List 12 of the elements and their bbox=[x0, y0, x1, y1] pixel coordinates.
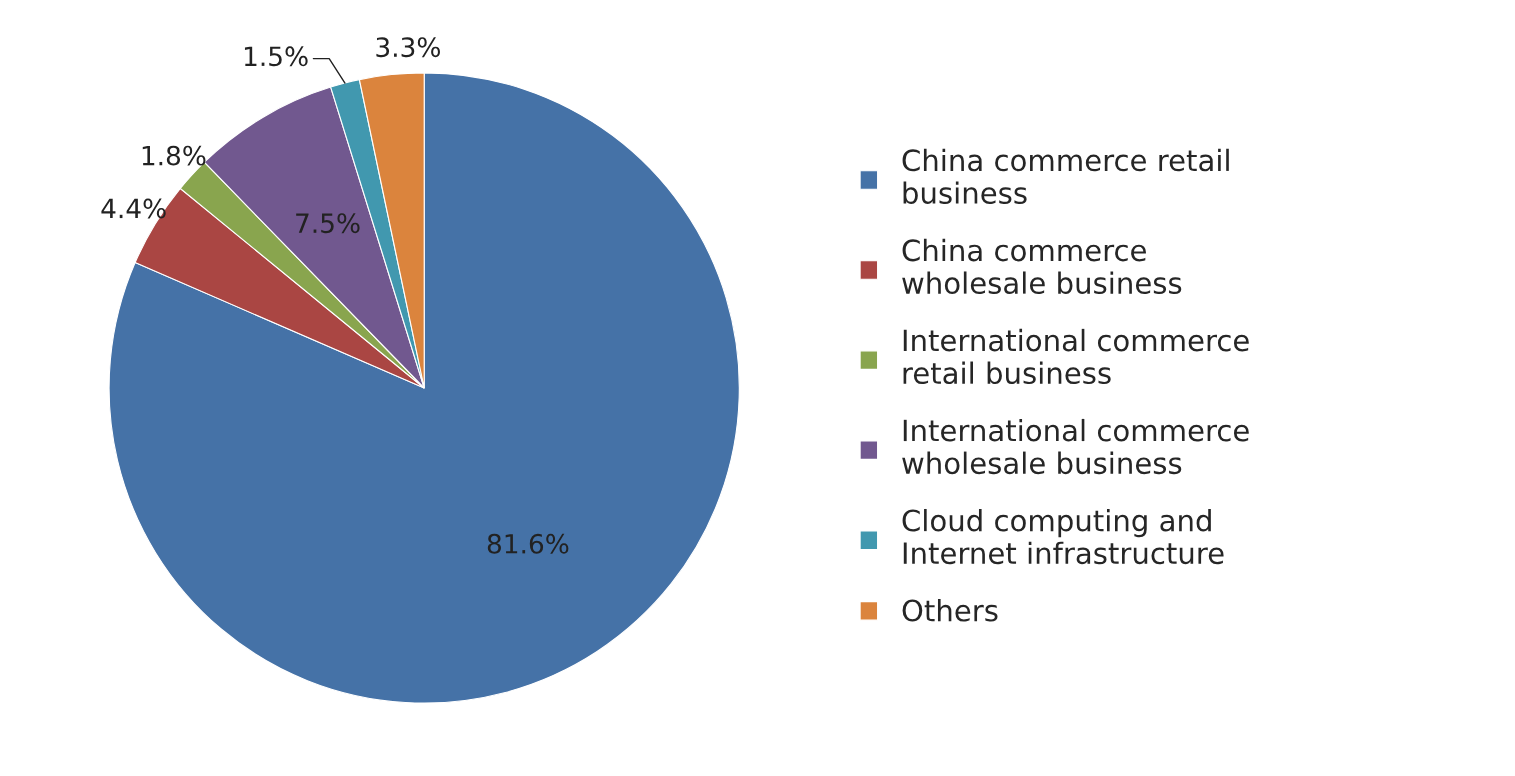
legend-label: Others bbox=[902, 599, 998, 622]
data-label: 3.3% bbox=[376, 37, 440, 58]
legend-label: International commerce wholesale business bbox=[902, 418, 1249, 475]
legend-label: China commerce wholesale business bbox=[902, 238, 1182, 295]
data-label: 81.6% bbox=[487, 533, 569, 554]
data-label: 1.5% bbox=[244, 46, 308, 67]
data-label: 1.8% bbox=[142, 145, 206, 166]
legend-label: Cloud computing and Internet infrastructure bbox=[902, 508, 1224, 565]
data-label: 4.4% bbox=[101, 198, 166, 219]
legend-label: China commerce retail business bbox=[902, 148, 1229, 204]
legend-label: International commerce retail business bbox=[903, 328, 1249, 385]
data-label: 7.5% bbox=[296, 213, 360, 234]
